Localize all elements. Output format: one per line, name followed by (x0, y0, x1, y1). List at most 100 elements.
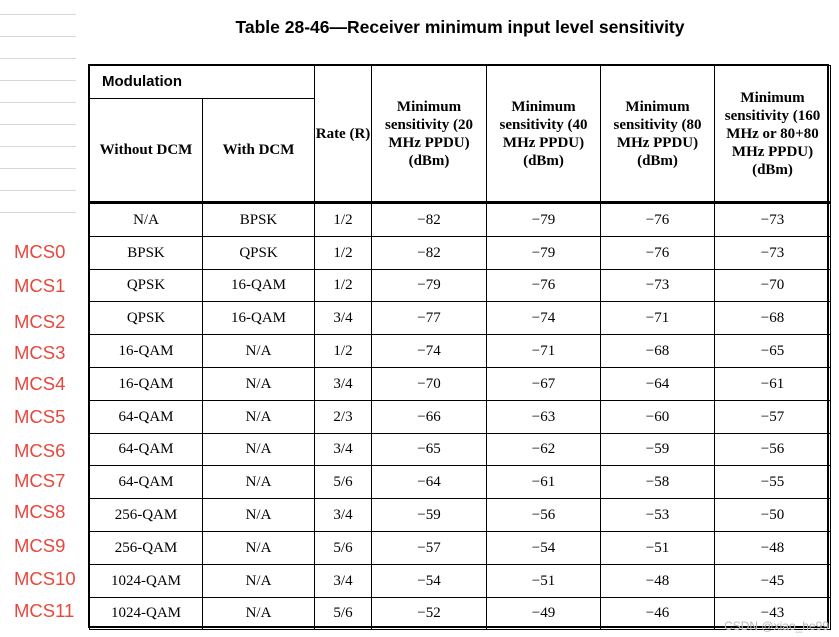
table-title: Table 28-46—Receiver minimum input level… (235, 17, 685, 37)
table-row: 16-QAM N/A 3/4 −70 −67 −64 −61 (89, 366, 832, 401)
cell-s80: −59 (600, 432, 716, 467)
cell-s160: −48 (714, 530, 832, 565)
cell-with-dcm: N/A (201, 366, 316, 401)
cell-without-dcm: 64-QAM (89, 432, 203, 467)
cell-s160: −56 (714, 432, 832, 467)
header-rate: Rate (R) (314, 65, 373, 204)
cell-without-dcm: 64-QAM (89, 399, 203, 434)
mcs-label: MCS9 (14, 535, 66, 556)
cell-s40: −76 (486, 268, 602, 303)
cell-s20: −70 (371, 366, 488, 401)
cell-s80: −68 (600, 334, 716, 368)
cell-with-dcm: N/A (201, 498, 316, 532)
cell-rate: 1/2 (314, 202, 373, 237)
cell-s80: −58 (600, 465, 716, 500)
cell-s20: −77 (371, 301, 488, 336)
header-sens-20: Minimum sensitivity (20 MHz PPDU) (dBm) (371, 65, 488, 204)
cell-without-dcm: 16-QAM (89, 366, 203, 401)
header-sens-160: Minimum sensitivity (160 MHz or 80+80 MH… (714, 65, 832, 204)
table-row: N/A BPSK 1/2 −82 −79 −76 −73 (89, 202, 832, 237)
table-row: 64-QAM N/A 3/4 −65 −62 −59 −56 (89, 432, 832, 467)
table-row: QPSK 16-QAM 1/2 −79 −76 −73 −70 (89, 268, 832, 303)
cell-s160: −65 (714, 334, 832, 368)
cell-s160: −73 (714, 202, 832, 237)
cell-with-dcm: N/A (201, 334, 316, 368)
mcs-label: MCS10 (14, 568, 76, 589)
cell-with-dcm: QPSK (201, 235, 316, 270)
watermark: CSDN @xiao_he99 (724, 619, 829, 633)
cell-s20: −54 (371, 563, 488, 598)
cell-s20: −82 (371, 202, 488, 237)
cell-s20: −65 (371, 432, 488, 467)
cell-s160: −45 (714, 563, 832, 598)
mcs-label: MCS3 (14, 342, 66, 363)
cell-rate: 5/6 (314, 530, 373, 565)
mcs-label: MCS8 (14, 501, 66, 522)
cell-s40: −67 (486, 366, 602, 401)
cell-s20: −79 (371, 268, 488, 303)
table-row: 16-QAM N/A 1/2 −74 −71 −68 −65 (89, 334, 832, 368)
cell-rate: 1/2 (314, 334, 373, 368)
cell-with-dcm: N/A (201, 596, 316, 631)
cell-s20: −59 (371, 498, 488, 532)
mcs-label: MCS0 (14, 241, 66, 262)
table-row: BPSK QPSK 1/2 −82 −79 −76 −73 (89, 235, 832, 270)
cell-s20: −66 (371, 399, 488, 434)
cell-without-dcm: 256-QAM (89, 498, 203, 532)
cell-s160: −70 (714, 268, 832, 303)
cell-with-dcm: N/A (201, 530, 316, 565)
cell-s20: −52 (371, 596, 488, 631)
cell-s40: −79 (486, 235, 602, 270)
cell-s160: −68 (714, 301, 832, 336)
cell-s40: −62 (486, 432, 602, 467)
cell-s40: −61 (486, 465, 602, 500)
cell-without-dcm: BPSK (89, 235, 203, 270)
cell-without-dcm: QPSK (89, 301, 203, 336)
cell-without-dcm: 1024-QAM (89, 563, 203, 598)
cell-s20: −82 (371, 235, 488, 270)
cell-s160: −43 (714, 596, 832, 631)
table-row: 256-QAM N/A 5/6 −57 −54 −51 −48 (89, 530, 832, 565)
cell-with-dcm: N/A (201, 432, 316, 467)
cell-s40: −49 (486, 596, 602, 631)
cell-s80: −51 (600, 530, 716, 565)
cell-without-dcm: 1024-QAM (89, 596, 203, 631)
cell-s80: −64 (600, 366, 716, 401)
cell-s20: −64 (371, 465, 488, 500)
mcs-label: MCS1 (14, 275, 66, 296)
mcs-label: MCS2 (14, 311, 66, 332)
cell-s20: −74 (371, 334, 488, 368)
cell-s80: −73 (600, 268, 716, 303)
mcs-label: MCS7 (14, 470, 66, 491)
table-row: 256-QAM N/A 3/4 −59 −56 −53 −50 (89, 498, 832, 532)
cell-s80: −48 (600, 563, 716, 598)
cell-s40: −51 (486, 563, 602, 598)
cell-s160: −73 (714, 235, 832, 270)
cell-without-dcm: N/A (89, 202, 203, 237)
table-row: QPSK 16-QAM 3/4 −77 −74 −71 −68 (89, 301, 832, 336)
cell-with-dcm: N/A (201, 399, 316, 434)
header-sens-80: Minimum sensitivity (80 MHz PPDU) (dBm) (600, 65, 716, 204)
cell-with-dcm: 16-QAM (201, 268, 316, 303)
cell-s80: −71 (600, 301, 716, 336)
cell-s20: −57 (371, 530, 488, 565)
cell-without-dcm: 16-QAM (89, 334, 203, 368)
cell-with-dcm: N/A (201, 465, 316, 500)
cell-s80: −60 (600, 399, 716, 434)
cell-rate: 3/4 (314, 563, 373, 598)
cell-rate: 3/4 (314, 432, 373, 467)
cell-without-dcm: QPSK (89, 268, 203, 303)
cell-s160: −50 (714, 498, 832, 532)
cell-without-dcm: 256-QAM (89, 530, 203, 565)
cell-rate: 5/6 (314, 596, 373, 631)
cell-with-dcm: 16-QAM (201, 301, 316, 336)
cell-s80: −53 (600, 498, 716, 532)
header-without-dcm: Without DCM (89, 98, 203, 204)
cell-s80: −46 (600, 596, 716, 631)
cell-rate: 5/6 (314, 465, 373, 500)
cell-s40: −63 (486, 399, 602, 434)
cell-s40: −74 (486, 301, 602, 336)
cell-rate: 2/3 (314, 399, 373, 434)
spreadsheet-gridlines (0, 0, 76, 230)
cell-s40: −79 (486, 202, 602, 237)
